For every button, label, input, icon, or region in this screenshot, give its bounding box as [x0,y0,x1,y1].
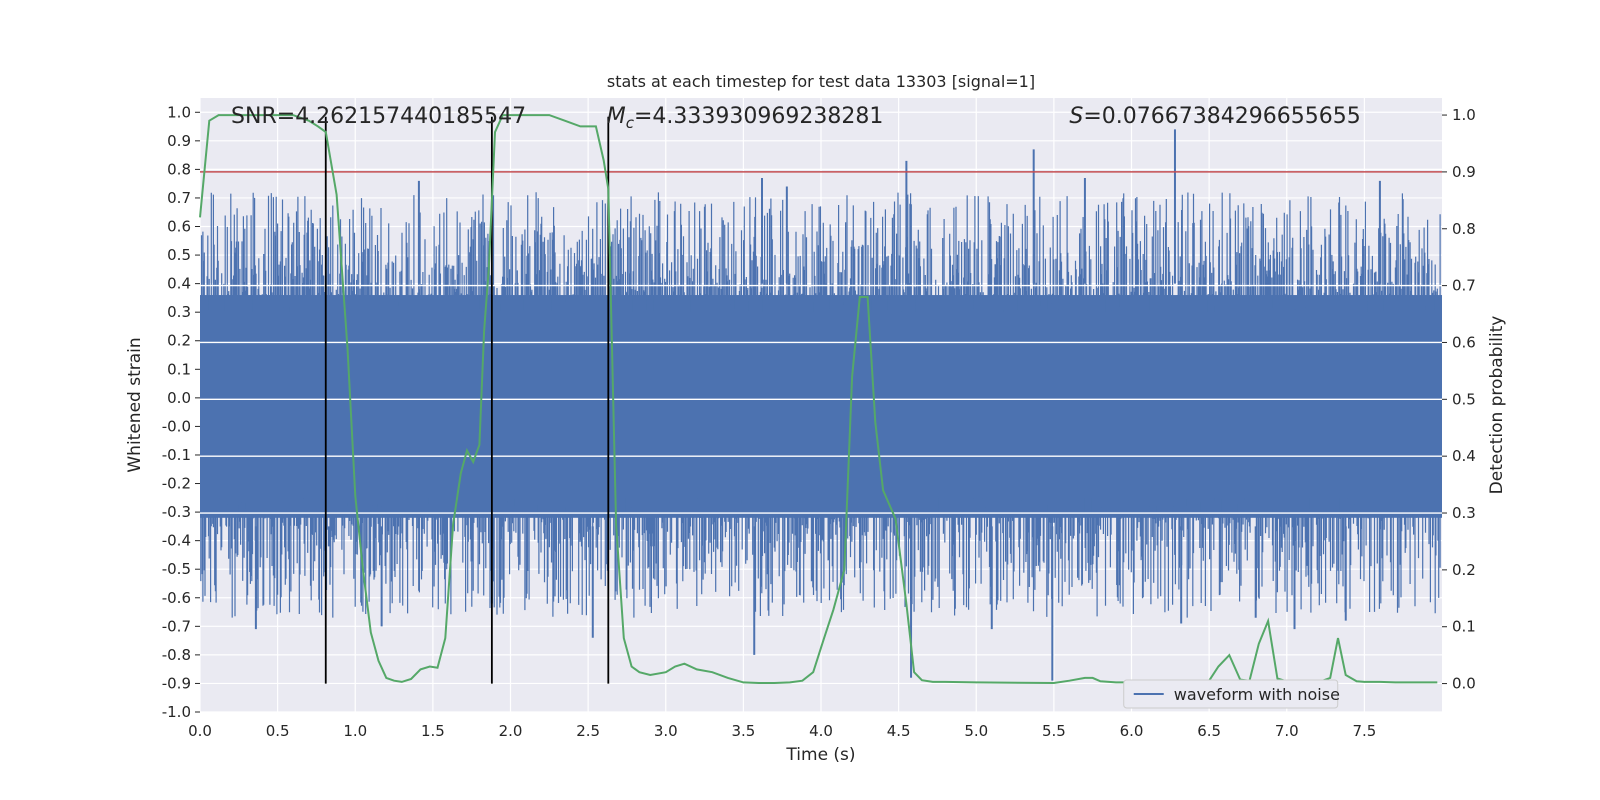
x-tick-label: 1.5 [421,722,445,740]
y2-tick-label: 0.4 [1452,447,1476,465]
y2-tick-label: 0.7 [1452,277,1476,295]
y2-tick-label: 0.2 [1452,561,1476,579]
x-tick-label: 5.0 [964,722,988,740]
y2-tick-label: 0.6 [1452,333,1476,351]
score-annotation: S=0.07667384296655655 [1069,104,1360,129]
legend-box [1123,679,1339,709]
y-tick-label: 0.5 [167,246,191,264]
y-tick-label: -0.9 [162,674,191,692]
x-tick-label: 4.0 [809,722,833,740]
y2-tick-label: 0.5 [1452,390,1476,408]
y-tick-label: 0.9 [167,132,191,150]
y-tick-label: -0.0 [162,417,191,435]
chirp-mass-annotation: Mc=4.333930969238281 [607,104,884,132]
x-tick-label: 2.0 [499,722,523,740]
x-tick-label: 7.0 [1275,722,1299,740]
y-tick-label: -0.1 [162,446,191,464]
axes: 0.0 0.5 1.0 1.5 2.0 2.5 3.0 3.5 4.0 4.5 5.0 5.5 6.0 6… [162,103,1476,740]
x-tick-label: 0.0 [188,722,212,740]
chirp-mass-value: =4.333930969238281 [634,104,883,129]
y-tick-label: -0.7 [162,617,191,635]
overlay-lines [200,116,1442,684]
x-axis-label: Time (s) [785,745,855,765]
x-tick-label: 1.0 [343,722,367,740]
chirp-mass-subscript: c [626,114,635,132]
probability-series [199,114,1438,685]
y-tick-label: 0.7 [167,189,191,207]
y-tick-label: 0.8 [167,160,191,178]
y-tick-label: -0.5 [162,560,191,578]
y-tick-label: 0.2 [167,332,191,350]
y-tick-label: -0.8 [162,646,191,664]
x-tick-label: 4.5 [887,722,911,740]
y-tick-label: 1.0 [167,103,191,121]
y-tick-label: -0.6 [162,589,191,607]
legend-label: waveform with noise [1174,685,1340,704]
y-tick-label: -0.4 [162,532,191,550]
x-tick-label: 3.5 [731,722,755,740]
y2-axis-label: Detection probability [1487,316,1507,495]
y-axis-label: Whitened strain [125,337,145,472]
x-tick-label: 6.0 [1120,722,1144,740]
x-tick-label: 5.5 [1042,722,1066,740]
legend: waveform with noise [1123,679,1340,709]
snr-annotation: SNR=4.262157440185547 [231,104,526,129]
x-tick-label: 6.5 [1197,722,1221,740]
y2-tick-label: 0.0 [1452,675,1476,693]
y-tick-label: -0.2 [162,475,191,493]
y2-tick-label: 1.0 [1452,106,1476,124]
y2-tick-label: 0.3 [1452,504,1476,522]
y-tick-label: -1.0 [162,703,191,721]
waveform-series [200,129,1442,681]
y-tick-label: 0.1 [167,360,191,378]
chart-title: stats at each timestep for test data 133… [607,72,1035,91]
x-tick-label: 0.5 [266,722,290,740]
y-tick-label: 0.3 [167,303,191,321]
probability-line [199,114,1438,685]
y2-tick-label: 0.8 [1452,220,1476,238]
score-value: =0.07667384296655655 [1083,104,1360,129]
y2-tick-label: 0.1 [1452,618,1476,636]
x-tick-label: 2.5 [576,722,600,740]
y2-tick-label: 0.9 [1452,163,1476,181]
x-tick-label: 7.5 [1352,722,1376,740]
chirp-mass-symbol: M [607,104,626,129]
y-tick-label: -0.3 [162,503,191,521]
y-tick-label: 0.4 [167,275,191,293]
score-symbol: S [1069,104,1083,129]
x-tick-label: 3.0 [654,722,678,740]
y-tick-label: 0.0 [167,389,191,407]
y-tick-label: 0.6 [167,218,191,236]
